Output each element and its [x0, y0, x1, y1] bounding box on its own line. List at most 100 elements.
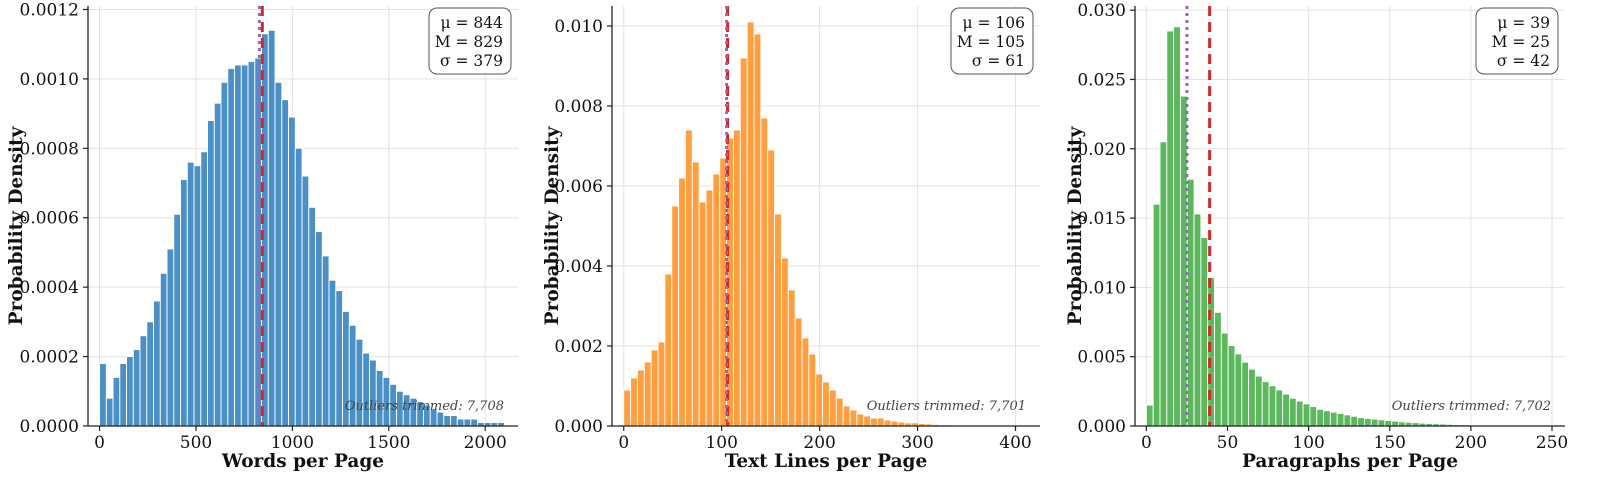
histogram-bar: [637, 370, 644, 426]
x-tick-label: 400: [999, 433, 1031, 453]
histogram-bar: [289, 117, 296, 426]
x-tick-label: 0: [618, 433, 629, 453]
histogram-bar: [1180, 96, 1187, 426]
histogram-bar: [802, 338, 809, 426]
histogram-bar: [228, 68, 235, 426]
x-tick-label: 1000: [271, 433, 314, 453]
y-tick-label: 0.0012: [20, 0, 79, 20]
histogram-bar: [174, 214, 181, 426]
y-tick-label: 0.005: [1077, 348, 1126, 368]
stats-line: σ = 379: [440, 52, 503, 70]
histogram-bar: [1303, 404, 1310, 426]
stats-line: μ = 39: [1497, 14, 1550, 32]
histogram-bar: [1249, 369, 1256, 426]
histogram-bar: [1385, 420, 1392, 426]
histogram-bar: [1255, 376, 1262, 426]
histogram-bar: [471, 419, 478, 426]
stats-line: M = 105: [957, 33, 1025, 51]
histogram-bar: [1310, 407, 1317, 426]
x-tick-label: 100: [1292, 433, 1324, 453]
histogram-bar: [444, 416, 451, 426]
histogram-bar: [451, 416, 458, 426]
histogram-bar: [1153, 204, 1160, 426]
x-axis-title: Text Lines per Page: [725, 451, 928, 472]
histogram-bar: [651, 350, 658, 426]
x-tick-label: 500: [180, 433, 212, 453]
histogram-bar: [1221, 333, 1228, 426]
y-tick-label: 0.025: [1077, 70, 1126, 90]
x-tick-label: 100: [705, 433, 737, 453]
histogram-bar: [1276, 390, 1283, 426]
x-tick-label: 0: [94, 433, 105, 453]
histogram-bar: [658, 342, 665, 426]
histogram-bar: [665, 274, 672, 426]
histogram-bar: [194, 166, 201, 426]
histogram-bar: [864, 416, 871, 426]
y-tick-label: 0.000: [1077, 417, 1126, 437]
histogram-bar: [336, 291, 343, 426]
y-axis-title: Probability Density: [6, 125, 27, 325]
histogram-bar: [235, 65, 242, 426]
stats-line: μ = 106: [963, 14, 1026, 32]
histogram-bar: [1371, 419, 1378, 426]
histogram-bar: [877, 418, 884, 426]
histogram-bar: [843, 406, 850, 426]
histogram-bar: [644, 362, 651, 426]
histogram-bar: [1351, 416, 1358, 426]
histogram-bar: [363, 353, 370, 426]
histogram-bar: [1160, 142, 1167, 426]
x-tick-label: 150: [1374, 433, 1406, 453]
histogram-bar: [699, 202, 706, 426]
chart-panel-1: 0.00000.00020.00040.00060.00080.00100.00…: [6, 0, 518, 472]
histogram-bar: [1317, 409, 1324, 426]
y-tick-label: 0.000: [554, 417, 603, 437]
x-tick-label: 2000: [464, 433, 507, 453]
histogram-bar: [713, 174, 720, 426]
stats-line: σ = 61: [972, 52, 1025, 70]
histogram-bar: [370, 360, 377, 426]
histogram-bar: [1167, 31, 1174, 426]
x-tick-label: 0: [1141, 433, 1152, 453]
histogram-bar: [1215, 312, 1222, 426]
histogram-bar: [795, 318, 802, 426]
histogram-bar: [857, 414, 864, 426]
x-tick-label: 50: [1217, 433, 1239, 453]
histogram-bar: [1364, 418, 1371, 426]
histogram-bar: [295, 148, 302, 426]
histogram-bar: [457, 419, 464, 426]
histogram-bar: [127, 357, 134, 426]
histogram-bar: [208, 121, 215, 426]
y-tick-label: 0.0006: [20, 209, 79, 229]
histogram-bar: [692, 162, 699, 426]
y-tick-label: 0.0002: [20, 348, 79, 368]
histogram-bar: [850, 410, 857, 426]
histogram-bar: [140, 336, 147, 426]
histogram-bar: [113, 377, 120, 426]
histogram-bar: [816, 374, 823, 426]
x-axis-title: Words per Page: [221, 451, 384, 472]
y-tick-label: 0.010: [554, 17, 603, 37]
histogram-bar: [747, 22, 754, 426]
histogram-bar: [1358, 418, 1365, 426]
x-tick-label: 200: [1455, 433, 1487, 453]
histogram-bar: [740, 58, 747, 426]
histogram-bar: [761, 118, 768, 426]
x-axis-title: Paragraphs per Page: [1242, 451, 1458, 472]
stats-line: μ = 844: [441, 14, 504, 32]
histogram-bar: [437, 412, 444, 426]
histogram-bar: [1262, 382, 1269, 426]
histogram-bar: [275, 82, 282, 426]
histogram-bar: [154, 301, 161, 426]
histogram-bar: [1194, 214, 1201, 426]
histogram-bar: [1235, 354, 1242, 426]
histogram-bar: [309, 207, 316, 426]
histogram-bar: [781, 258, 788, 426]
histogram-bar: [147, 322, 154, 426]
stats-line: σ = 42: [1497, 52, 1550, 70]
histogram-bar: [302, 176, 309, 426]
x-tick-label: 300: [901, 433, 933, 453]
histogram-bar: [1344, 415, 1351, 426]
y-tick-label: 0.0000: [20, 417, 79, 437]
